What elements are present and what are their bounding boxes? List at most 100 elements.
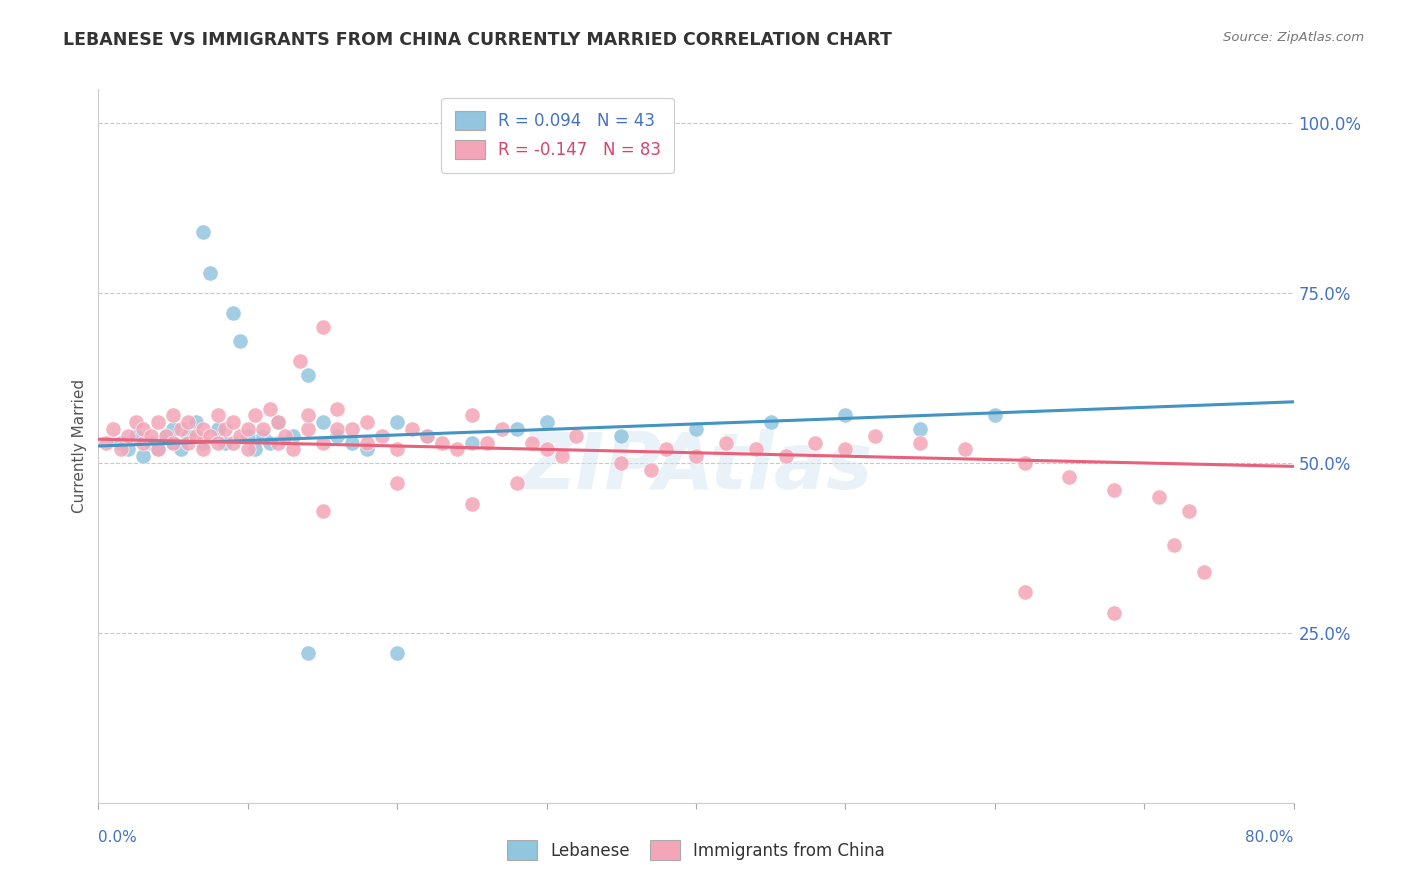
Point — [461, 409, 484, 423]
Point — [214, 435, 236, 450]
Point — [110, 435, 132, 450]
Point — [229, 429, 252, 443]
Point — [288, 354, 311, 368]
Point — [311, 503, 333, 517]
Point — [311, 435, 333, 450]
Point — [475, 435, 498, 450]
Point — [191, 435, 214, 450]
Point — [506, 476, 529, 491]
Point — [311, 320, 333, 334]
Point — [297, 422, 319, 436]
Point — [252, 422, 274, 436]
Point — [184, 415, 207, 429]
Point — [222, 306, 245, 320]
Point — [117, 442, 139, 457]
Point — [416, 429, 439, 443]
Point — [356, 442, 378, 457]
Point — [685, 422, 707, 436]
Point — [281, 429, 304, 443]
Point — [565, 429, 588, 443]
Point — [775, 449, 797, 463]
Point — [191, 442, 214, 457]
Point — [207, 422, 229, 436]
Point — [908, 422, 931, 436]
Point — [200, 429, 222, 443]
Point — [207, 435, 229, 450]
Point — [953, 442, 976, 457]
Point — [162, 422, 184, 436]
Point — [169, 422, 191, 436]
Point — [207, 409, 229, 423]
Point — [259, 401, 281, 416]
Legend: Lebanese, Immigrants from China: Lebanese, Immigrants from China — [494, 827, 898, 873]
Point — [177, 415, 200, 429]
Point — [491, 422, 513, 436]
Point — [281, 442, 304, 457]
Point — [117, 429, 139, 443]
Point — [984, 409, 1007, 423]
Point — [148, 442, 170, 457]
Point — [191, 422, 214, 436]
Point — [461, 435, 484, 450]
Point — [356, 415, 378, 429]
Point — [759, 415, 782, 429]
Point — [371, 429, 394, 443]
Point — [267, 435, 290, 450]
Point — [1014, 456, 1036, 470]
Point — [132, 435, 155, 450]
Point — [714, 435, 737, 450]
Point — [177, 435, 200, 450]
Point — [326, 401, 349, 416]
Point — [191, 225, 214, 239]
Point — [550, 449, 572, 463]
Point — [865, 429, 887, 443]
Point — [162, 435, 184, 450]
Point — [461, 497, 484, 511]
Point — [326, 422, 349, 436]
Point — [200, 266, 222, 280]
Point — [1192, 565, 1215, 579]
Point — [148, 442, 170, 457]
Point — [148, 415, 170, 429]
Point — [610, 456, 633, 470]
Point — [908, 435, 931, 450]
Point — [385, 646, 409, 660]
Point — [297, 409, 319, 423]
Point — [222, 435, 245, 450]
Text: LEBANESE VS IMMIGRANTS FROM CHINA CURRENTLY MARRIED CORRELATION CHART: LEBANESE VS IMMIGRANTS FROM CHINA CURREN… — [63, 31, 893, 49]
Point — [274, 429, 297, 443]
Point — [536, 442, 558, 457]
Point — [94, 435, 117, 450]
Point — [169, 442, 191, 457]
Point — [103, 422, 125, 436]
Point — [162, 435, 184, 450]
Point — [356, 435, 378, 450]
Point — [162, 409, 184, 423]
Point — [1147, 490, 1170, 504]
Point — [1104, 606, 1126, 620]
Point — [236, 442, 259, 457]
Point — [1104, 483, 1126, 498]
Point — [245, 409, 267, 423]
Point — [222, 415, 245, 429]
Point — [416, 429, 439, 443]
Point — [236, 429, 259, 443]
Point — [506, 422, 529, 436]
Point — [297, 646, 319, 660]
Point — [184, 429, 207, 443]
Y-axis label: Currently Married: Currently Married — [72, 379, 87, 513]
Point — [177, 429, 200, 443]
Point — [245, 442, 267, 457]
Point — [297, 368, 319, 382]
Point — [401, 422, 423, 436]
Point — [155, 429, 177, 443]
Point — [804, 435, 827, 450]
Text: 0.0%: 0.0% — [98, 830, 138, 845]
Point — [125, 415, 148, 429]
Point — [229, 334, 252, 348]
Point — [132, 449, 155, 463]
Point — [110, 442, 132, 457]
Point — [446, 442, 468, 457]
Point — [311, 415, 333, 429]
Point — [1014, 585, 1036, 599]
